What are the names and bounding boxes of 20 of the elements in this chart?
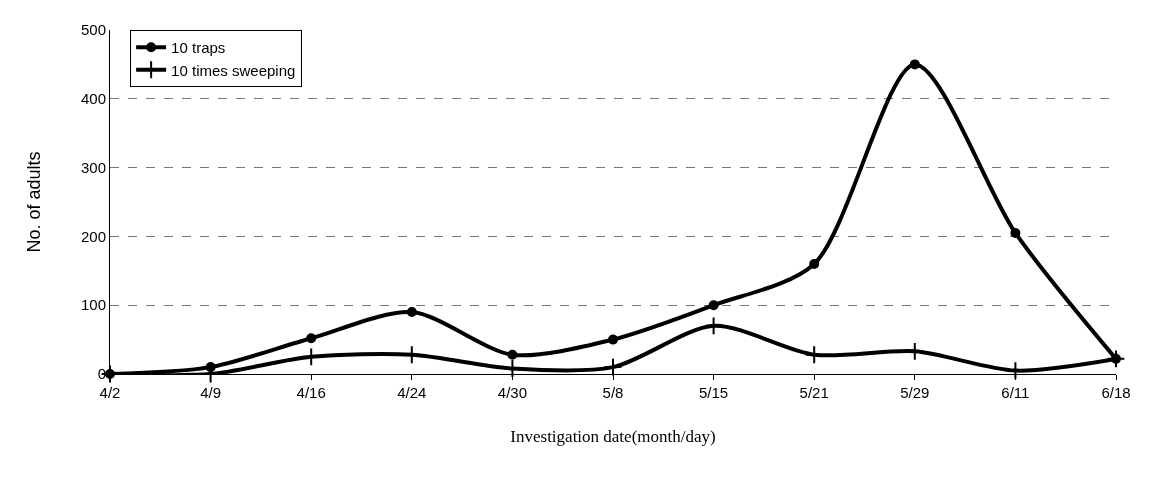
x-tick-label: 6/11	[1001, 384, 1030, 401]
x-tick-label: 4/9	[200, 384, 222, 401]
y-tick-label: 400	[80, 90, 106, 108]
x-tick-label: 4/16	[296, 384, 326, 401]
x-tick-label: 5/8	[602, 384, 624, 401]
x-axis-title: Investigation date(month/day)	[510, 427, 716, 447]
x-tick-label: 6/18	[1101, 384, 1131, 401]
x-tick-label: 5/21	[799, 384, 829, 401]
x-tick-label: 5/15	[699, 384, 729, 401]
y-tick-label: 200	[80, 227, 106, 245]
x-tick-label: 4/2	[99, 384, 121, 401]
x-tick-label: 5/29	[900, 384, 930, 401]
y-tick-label: 100	[80, 296, 106, 314]
y-axis-title: No. of adults	[24, 151, 45, 253]
y-tick-label: 500	[80, 21, 106, 39]
x-tick-label: 4/30	[497, 384, 527, 401]
legend-label: 10 times sweeping	[171, 61, 296, 79]
legend-label: 10 traps	[171, 39, 226, 57]
y-tick-label: 300	[80, 158, 106, 176]
x-tick-label: 4/24	[397, 384, 427, 401]
